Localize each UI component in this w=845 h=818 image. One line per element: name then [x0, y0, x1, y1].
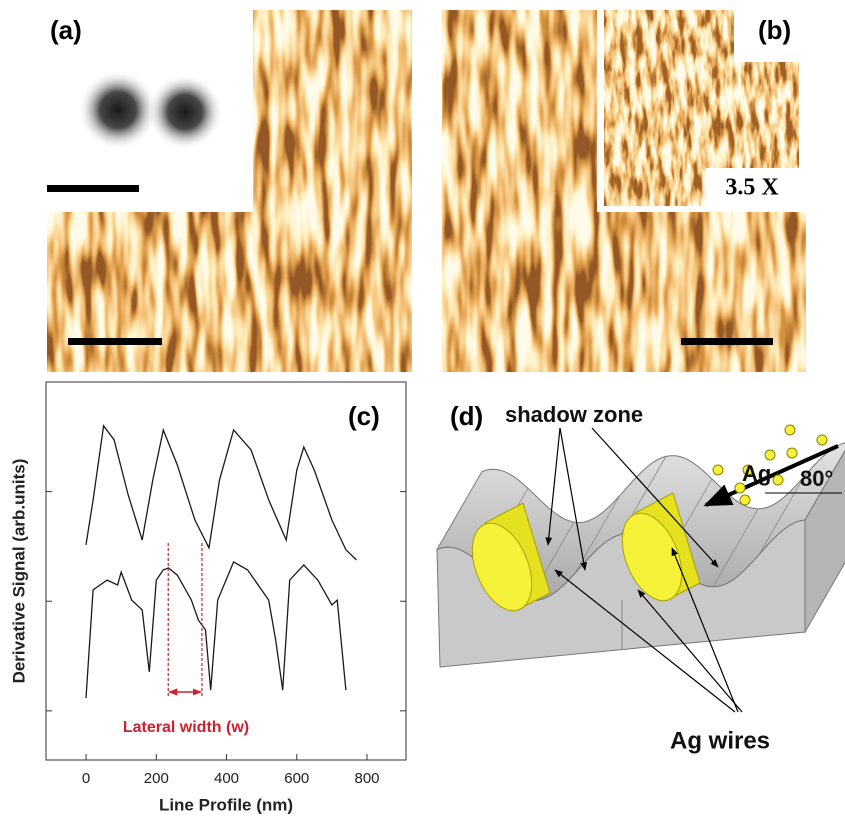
ag-atom [773, 475, 783, 485]
annotation: Lateral width (w) [123, 719, 249, 736]
x-tick-label: 200 [144, 770, 169, 787]
axes-frame [46, 382, 406, 760]
panel-label: (a) [50, 15, 82, 45]
wires-label: Ag wires [670, 727, 770, 754]
line-chart: (c) Line Profile (nm) Derivative Signal … [9, 382, 406, 814]
scale-bar [47, 185, 139, 192]
shadow-zone-label: shadow zone [505, 402, 643, 427]
diagram: (d) shadow zone Ag 80° Ag wires [437, 401, 845, 754]
ag-atom [765, 450, 775, 460]
diffraction-spot [147, 74, 223, 150]
profile-line [86, 426, 357, 560]
diffraction-spot [78, 70, 158, 150]
ag-atom [787, 448, 797, 458]
x-tick-label: 800 [354, 770, 379, 787]
panel-label: (b) [758, 15, 791, 45]
ag-atom [713, 465, 723, 475]
ag-atom [817, 435, 827, 445]
magnification-label: 3.5 X [725, 175, 779, 201]
x-tick-label: 0 [82, 770, 90, 787]
panel-label: (d) [450, 401, 483, 431]
scale-bar [681, 338, 773, 345]
figure: (a) (b) 3.5 X (c) Line Profile (nm) Deri… [0, 0, 845, 818]
ag-atom [785, 425, 795, 435]
x-tick-label: 400 [214, 770, 239, 787]
panel-label: (c) [348, 401, 380, 431]
y-axis-label: Derivative Signal (arb.units) [9, 459, 28, 684]
angle-label: 80° [800, 466, 833, 491]
profile-line [86, 562, 346, 698]
source-label: Ag [742, 461, 771, 486]
x-axis-label: Line Profile (nm) [159, 795, 293, 814]
ag-atom [740, 495, 750, 505]
x-tick-label: 600 [284, 770, 309, 787]
scale-bar [68, 338, 162, 345]
